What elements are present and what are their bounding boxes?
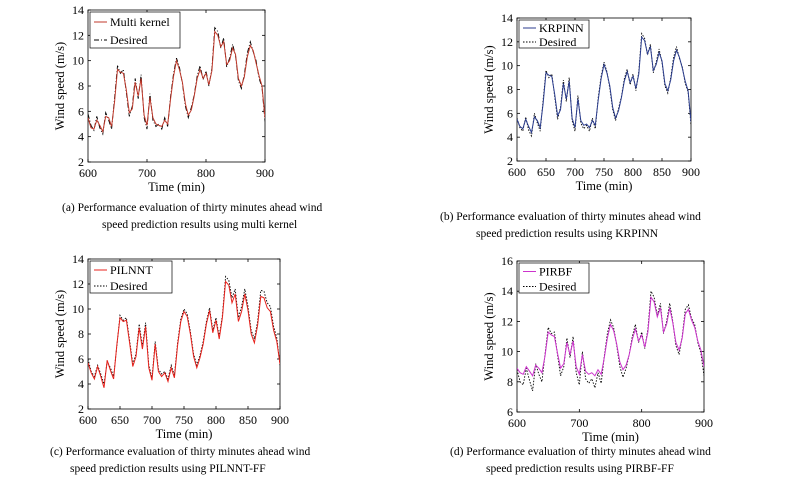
chart-d: 600 700 800 900 6 8 10 12 14 16 Time (min) Wind spe…: [482, 254, 713, 444]
caption-a-line-1: (a) Performance evaluation of thirty min…: [62, 202, 323, 214]
legend-box: [518, 262, 590, 294]
y-tick-label: 8: [78, 327, 84, 341]
y-axis-label: Wind speed (m/s): [482, 45, 496, 133]
x-tick-label: 600: [79, 413, 97, 427]
predicted-series-line: [88, 30, 265, 134]
desired-series-line: [517, 289, 704, 392]
chart-panel-c: 600 650 700 750 800 850 900 2 4 6 8 10 12 14 Time (min…: [0, 248, 393, 485]
y-tick-label: 14: [501, 284, 513, 298]
caption-c: (c) Performance evaluation of thirty min…: [50, 444, 310, 478]
x-tick-label: 650: [111, 413, 129, 427]
y-axis-label: Wind speed (m/s): [482, 292, 496, 380]
x-tick-label: 900: [682, 165, 700, 179]
y-tick-label: 2: [507, 154, 513, 168]
y-tick-label: 6: [78, 104, 84, 118]
x-tick-label: 850: [653, 165, 671, 179]
legend-label: Desired: [539, 35, 576, 49]
chart-a: 600 700 800 900 2 4 6 8 10 12 14 Time (min) Wind spe…: [53, 3, 274, 194]
predicted-series-line: [517, 295, 704, 377]
y-tick-label: 12: [72, 277, 84, 291]
chart-b: 600 650 700 750 800 850 900 2 4 6 8 10 12 14 Time (min…: [482, 11, 700, 193]
x-tick-label: 750: [175, 413, 193, 427]
y-tick-label: 14: [72, 252, 84, 266]
desired-series-line: [517, 32, 691, 138]
y-tick-label: 6: [507, 106, 513, 120]
caption-a-line-2: speed prediction results using multi ker…: [102, 219, 298, 231]
legend-label: Multi kernel: [110, 15, 170, 29]
y-tick-label: 10: [72, 302, 84, 316]
y-tick-label: 14: [72, 3, 84, 17]
y-tick-label: 12: [501, 35, 513, 49]
y-tick-label: 2: [78, 155, 84, 169]
caption-b-line-1: (b) Performance evaluation of thirty min…: [440, 211, 701, 223]
y-tick-label: 6: [78, 352, 84, 366]
chart-c: 600 650 700 750 800 850 900 2 4 6 8 10 12 14 Time (min…: [53, 252, 289, 441]
chart-panel-a: 600 700 800 900 2 4 6 8 10 12 14 Time (min) Wind spe…: [0, 0, 393, 240]
x-tick-label: 800: [207, 413, 225, 427]
legend-label: Desired: [539, 280, 576, 294]
x-tick-label: 700: [138, 166, 156, 180]
y-tick-label: 12: [501, 314, 513, 328]
y-tick-label: 10: [501, 345, 513, 359]
y-tick-label: 4: [78, 377, 84, 391]
y-tick-label: 16: [501, 254, 513, 268]
x-tick-label: 800: [633, 416, 651, 430]
y-axis-label: Wind speed (m/s): [53, 42, 67, 130]
x-tick-label: 600: [508, 416, 526, 430]
x-tick-label: 850: [239, 413, 257, 427]
x-axis-label: Time (min): [582, 430, 639, 444]
caption-c-line-2: speed prediction results using PILNNT-FF: [70, 463, 266, 475]
y-tick-label: 4: [507, 130, 513, 144]
desired-series-line: [88, 275, 280, 385]
predicted-series-line: [88, 280, 280, 388]
x-axis-label: Time (min): [156, 427, 213, 441]
legend-box: [89, 260, 173, 294]
caption-b-line-2: speed prediction results using KRPINN: [476, 228, 659, 240]
x-tick-label: 700: [566, 165, 584, 179]
y-tick-label: 8: [78, 79, 84, 93]
x-axis-label: Time (min): [148, 180, 205, 194]
plot-frame: [516, 260, 705, 413]
y-tick-label: 10: [72, 54, 84, 68]
y-tick-label: 14: [501, 11, 513, 25]
legend-label: Desired: [110, 33, 147, 47]
legend-label: PIRBF: [539, 265, 573, 279]
y-tick-label: 2: [78, 402, 84, 416]
x-tick-label: 650: [537, 165, 555, 179]
x-tick-label: 900: [256, 166, 274, 180]
x-tick-label: 800: [624, 165, 642, 179]
y-tick-label: 8: [507, 83, 513, 97]
x-tick-label: 750: [595, 165, 613, 179]
y-tick-label: 4: [78, 130, 84, 144]
caption-d-line-2: speed prediction results using PIRBF-FF: [486, 463, 674, 475]
caption-d: (d) Performance evaluation of thirty min…: [450, 444, 711, 478]
legend-box: [518, 19, 590, 49]
legend-box: [89, 11, 181, 49]
x-tick-label: 800: [197, 166, 215, 180]
x-tick-label: 700: [570, 416, 588, 430]
caption-a: (a) Performance evaluation of thirty min…: [62, 200, 322, 234]
caption-d-line-1: (d) Performance evaluation of thirty min…: [450, 446, 711, 458]
legend-label: PILNNT: [110, 263, 153, 277]
y-axis-label: Wind speed (m/s): [53, 290, 67, 378]
legend-label: Desired: [110, 279, 147, 293]
y-tick-label: 8: [507, 375, 513, 389]
chart-panel-b: 600 650 700 750 800 850 900 2 4 6 8 10 12 14 Time (min…: [440, 0, 787, 245]
x-tick-label: 700: [143, 413, 161, 427]
y-tick-label: 12: [72, 28, 84, 42]
chart-panel-d: 600 700 800 900 6 8 10 12 14 16 Time (min) Wind spe…: [440, 248, 787, 485]
y-tick-label: 10: [501, 59, 513, 73]
predicted-series-line: [517, 35, 691, 134]
caption-b: (b) Performance evaluation of thirty min…: [440, 209, 701, 243]
x-tick-label: 600: [508, 165, 526, 179]
legend-label: KRPINN: [539, 21, 584, 35]
caption-c-line-1: (c) Performance evaluation of thirty min…: [50, 446, 311, 458]
x-axis-label: Time (min): [576, 179, 633, 193]
x-tick-label: 900: [695, 416, 713, 430]
x-tick-label: 900: [271, 413, 289, 427]
x-tick-label: 600: [79, 166, 97, 180]
y-tick-label: 6: [507, 405, 513, 419]
